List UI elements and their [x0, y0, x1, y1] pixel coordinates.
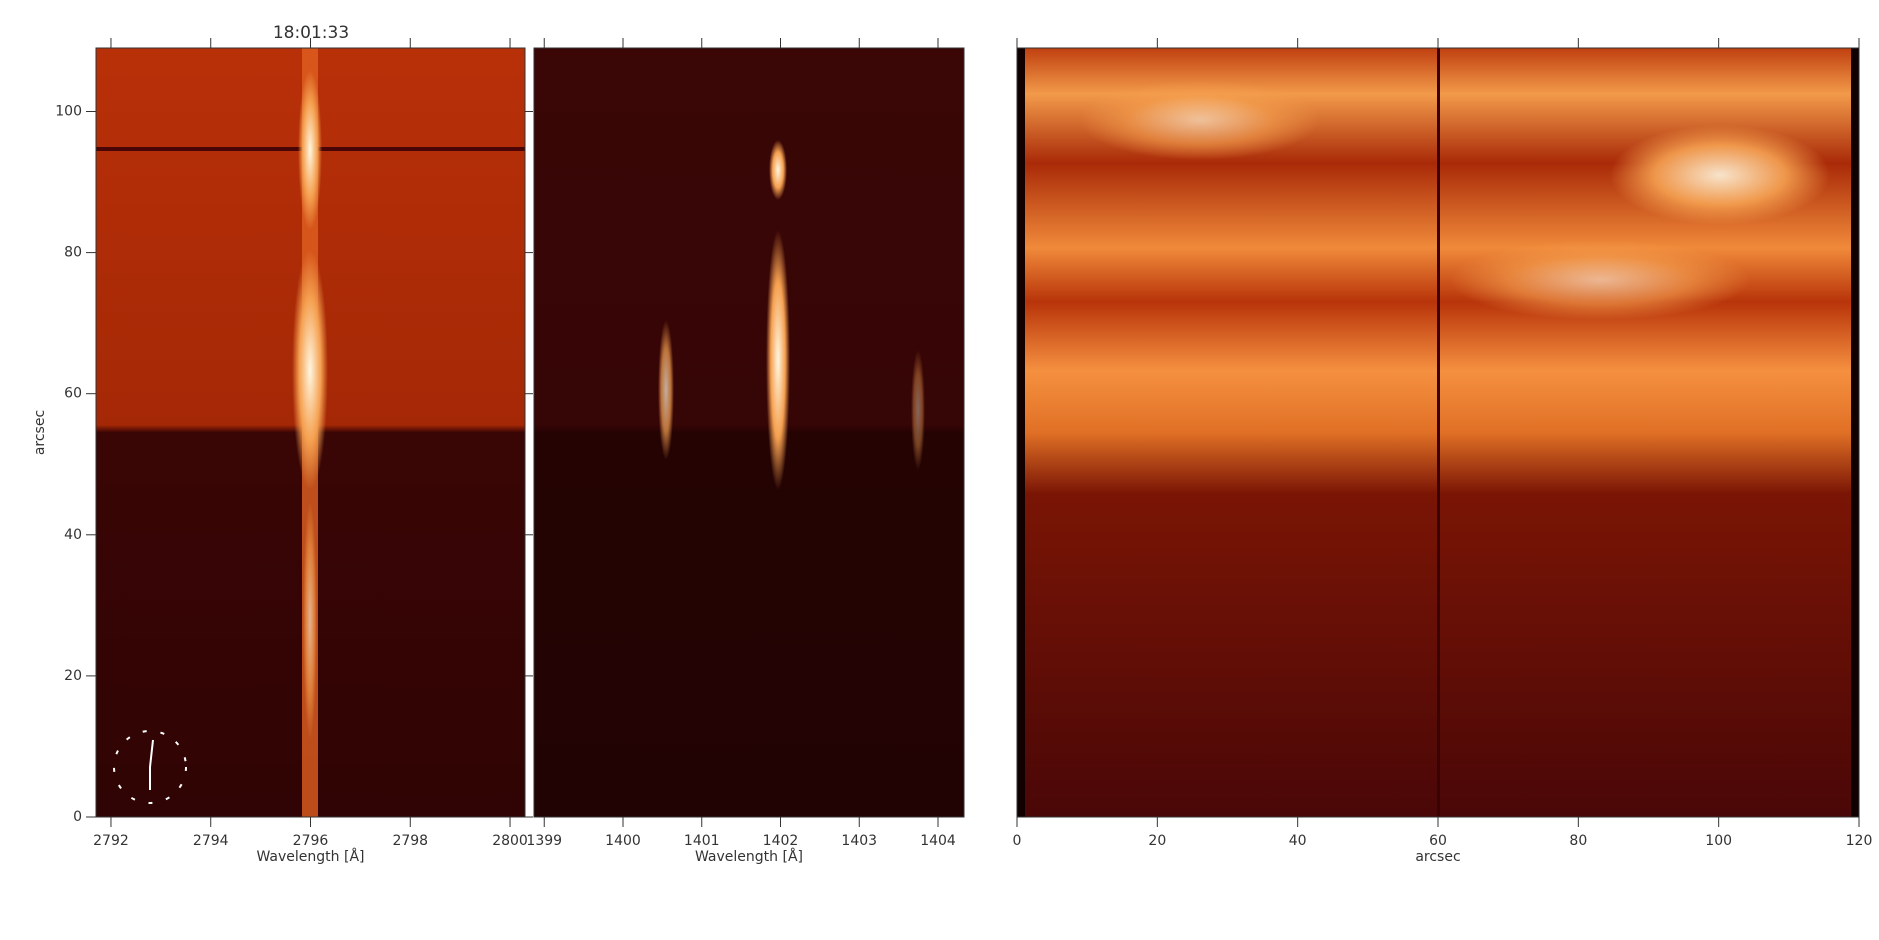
- x-tick-label: 1401: [684, 833, 720, 849]
- x-tick-label: 2796: [293, 833, 329, 849]
- y-tick-label: 20: [64, 668, 82, 684]
- spectrum-image-2: [534, 48, 964, 817]
- x-axis-label: Wavelength [Å]: [695, 848, 803, 865]
- x-tick-label: 20: [1148, 833, 1166, 849]
- x-tick-label: 1403: [841, 833, 877, 849]
- x-tick-label: 1400: [605, 833, 641, 849]
- x-tick-label: 80: [1569, 833, 1587, 849]
- plot-frame: [533, 47, 965, 818]
- x-tick-label: 1404: [920, 833, 956, 849]
- y-tick-label: 100: [55, 103, 82, 119]
- x-tick-label: 2794: [193, 833, 229, 849]
- spectrum-image-1: [96, 48, 525, 817]
- y-tick-label: 40: [64, 527, 82, 543]
- x-tick-label: 60: [1429, 833, 1447, 849]
- x-axis-label: arcsec: [1415, 849, 1460, 865]
- y-tick-label: 0: [73, 809, 82, 825]
- x-tick-label: 2798: [392, 833, 428, 849]
- y-tick-label: 60: [64, 386, 82, 402]
- x-tick-label: 1399: [526, 833, 562, 849]
- frame-time: 18:01:33: [273, 23, 349, 43]
- x-tick-label: 2800: [492, 833, 528, 849]
- clock-icon: [113, 730, 187, 804]
- x-tick-label: 40: [1289, 833, 1307, 849]
- y-axis-label: arcsec: [32, 410, 48, 455]
- x-axis-label: Wavelength [Å]: [256, 848, 364, 865]
- x-tick-label: 0: [1013, 833, 1022, 849]
- x-tick-label: 100: [1705, 833, 1732, 849]
- sji-image: [1017, 48, 1859, 817]
- x-tick-label: 2792: [93, 833, 129, 849]
- x-tick-label: 120: [1846, 833, 1873, 849]
- x-tick-label: 1402: [763, 833, 799, 849]
- y-tick-label: 80: [64, 245, 82, 261]
